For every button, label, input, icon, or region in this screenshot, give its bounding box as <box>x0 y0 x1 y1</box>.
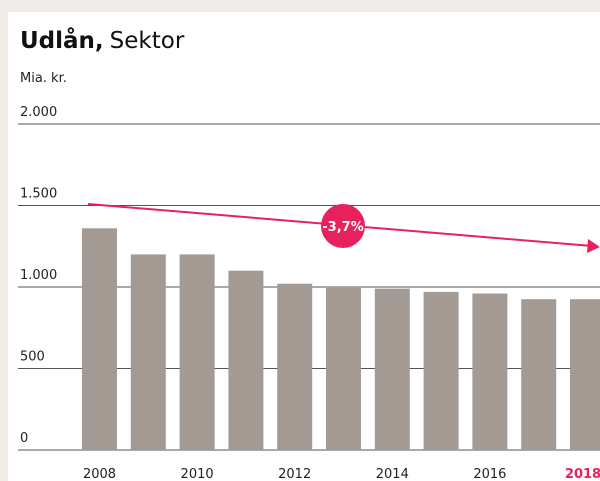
bar <box>228 270 264 450</box>
chart-title: Udlån, Sektor <box>20 27 185 54</box>
bar <box>521 299 557 450</box>
y-tick-label: 2.000 <box>20 105 57 120</box>
arrow-head <box>587 239 600 253</box>
x-tick-label: 2012 <box>278 467 311 481</box>
y-tick-label: 1.000 <box>20 268 57 283</box>
bar <box>374 288 410 450</box>
bar <box>130 254 166 450</box>
bar <box>423 291 459 450</box>
bar <box>326 286 361 450</box>
annotation-badge <box>321 204 365 248</box>
subtitle: Mia. kr. <box>20 71 67 86</box>
trend-arrow: -3,7% <box>87 203 600 253</box>
bar <box>472 293 508 450</box>
x-tick-label: 2008 <box>83 467 116 481</box>
x-tick-label: 2016 <box>473 467 506 481</box>
y-tick-label: 1.500 <box>20 187 57 202</box>
bars <box>82 228 600 450</box>
x-tick-label: 2014 <box>376 467 409 481</box>
bar <box>82 228 117 450</box>
x-tick-label: 2018 <box>565 467 600 481</box>
bar <box>277 283 313 450</box>
title-rest: Sektor <box>110 28 185 54</box>
annotation: -3,7% <box>322 220 363 235</box>
y-tick-label: 500 <box>20 350 45 365</box>
title-bold: Udlån, <box>20 27 104 54</box>
bar <box>179 254 215 450</box>
y-tick-label: 0 <box>20 431 28 446</box>
bar <box>570 299 600 450</box>
x-tick-label: 2010 <box>181 467 214 481</box>
